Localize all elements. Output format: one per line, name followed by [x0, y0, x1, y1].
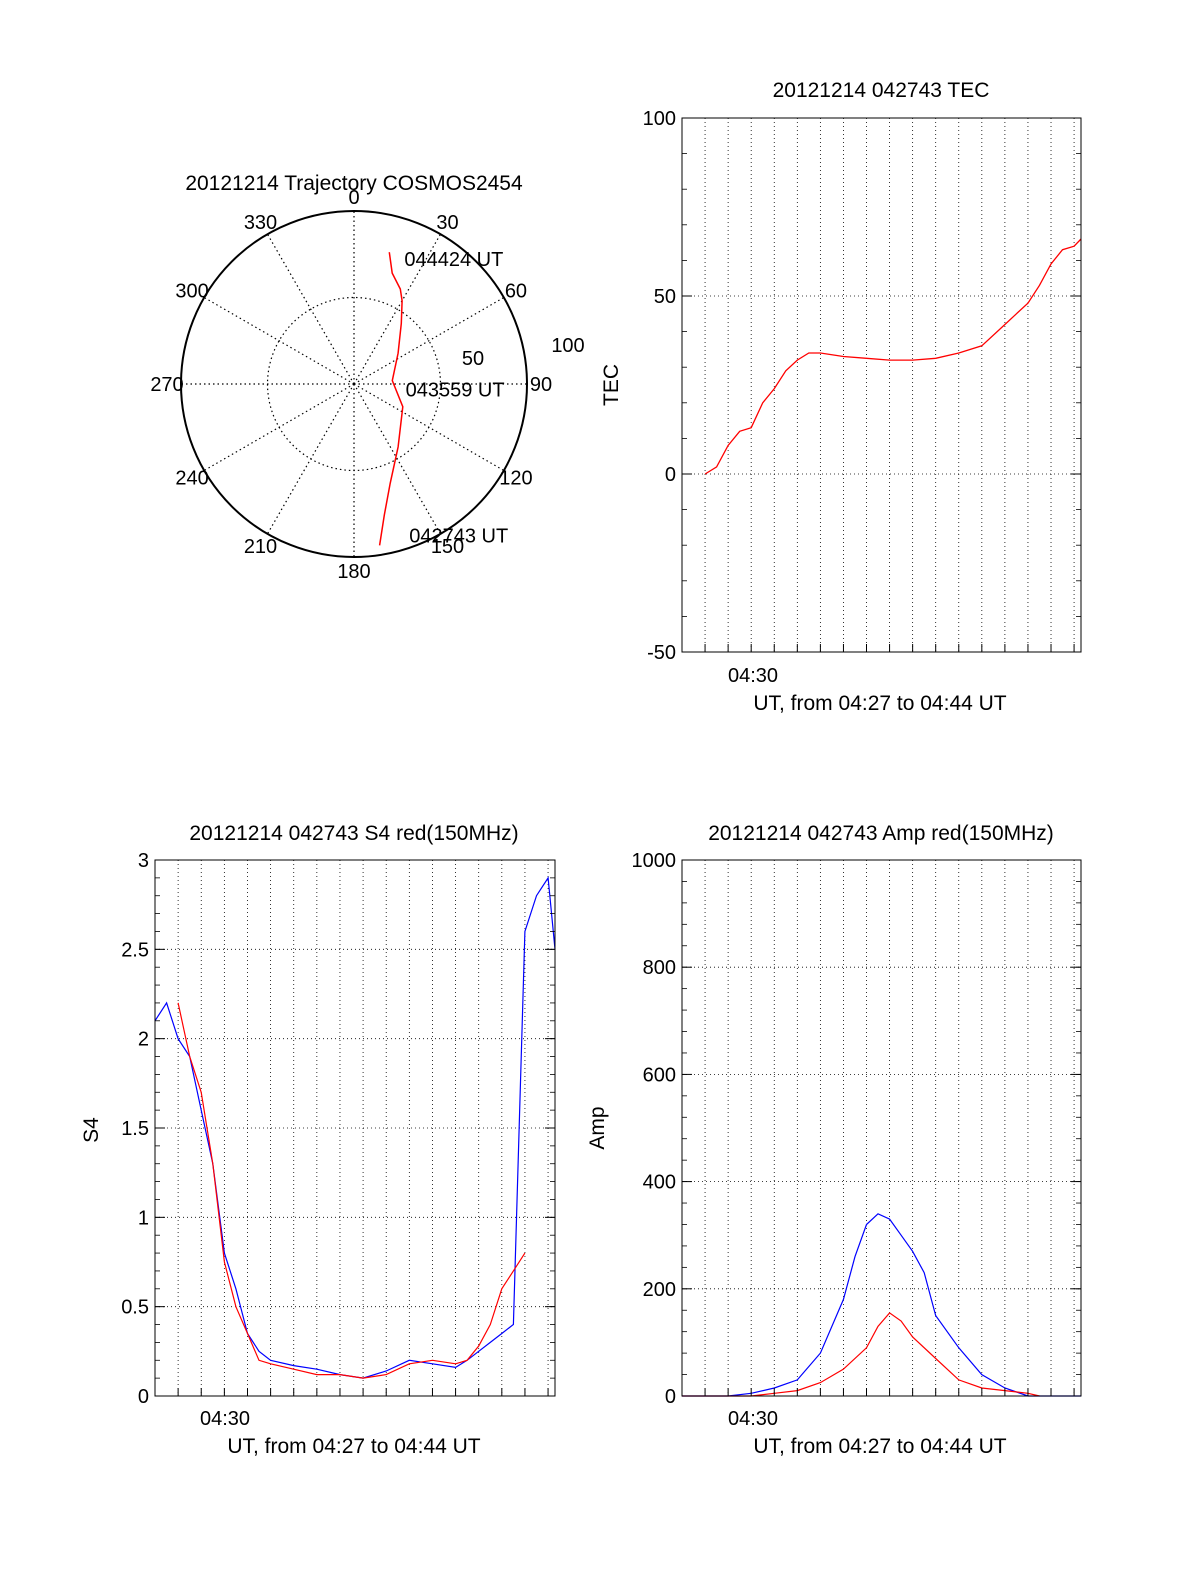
s4-y-tick-label: 0	[138, 1386, 149, 1408]
s4-y-axis-label: S4	[80, 1117, 103, 1143]
amp-title: 20121214 042743 Amp red(150MHz)	[708, 822, 1054, 845]
tec-plot-frame	[681, 117, 1082, 653]
polar-spoke-210	[266, 383, 355, 535]
trajectory-time-label: 044424 UT	[404, 249, 503, 271]
polar-spoke-330	[266, 233, 355, 385]
amp-series-red-line	[682, 1312, 1040, 1397]
polar-angle-label-120: 120	[499, 468, 532, 490]
polar-outer-circle	[180, 210, 528, 558]
amp-y-tick-label: 800	[643, 957, 676, 979]
trajectory-panel: 20121214 Trajectory COSMOS2454 0 30 60 90 12…	[150, 172, 584, 583]
s4-y-tick-label: 0.5	[121, 1297, 149, 1319]
polar-angle-label-30: 30	[436, 212, 458, 234]
polar-angle-label-300: 300	[175, 281, 208, 303]
polar-angle-label-90: 90	[530, 374, 552, 396]
polar-angle-label-0: 0	[348, 187, 359, 209]
amp-series-blue-line	[682, 1213, 1081, 1397]
amp-y-axis-label: Amp	[586, 1106, 609, 1149]
trajectory-time-label: 043559 UT	[406, 379, 505, 401]
tec-title: 20121214 042743 TEC	[773, 79, 990, 102]
amp-x-axis-label: UT, from 04:27 to 04:44 UT	[753, 1435, 1006, 1458]
trajectory-title: 20121214 Trajectory COSMOS2454	[185, 172, 523, 195]
amp-y-tick-label: 1000	[632, 850, 677, 872]
trajectory-annotations: 044424 UT 043559 UT 042743 UT	[404, 249, 508, 547]
tec-y-tick-label: 0	[665, 464, 676, 486]
tec-y-tick-label: -50	[647, 642, 676, 664]
tec-grid	[682, 118, 1081, 652]
s4-y-tick-label: 2	[138, 1029, 149, 1051]
polar-angle-label-180: 180	[337, 561, 370, 583]
polar-angle-label-240: 240	[175, 468, 208, 490]
polar-radius-label-50: 50	[462, 348, 484, 370]
polar-angle-label-270: 270	[150, 374, 183, 396]
amp-x-tick-label: 04:30	[728, 1408, 778, 1430]
polar-angle-label-210: 210	[244, 536, 277, 558]
s4-y-tick-label: 1	[138, 1207, 149, 1229]
polar-spoke-120	[353, 383, 505, 472]
amp-y-tick-label: 0	[665, 1386, 676, 1408]
amp-ticks: 0 200 400 600 800 1000	[632, 850, 1081, 1408]
polar-labels: 0 30 60 90 120 150 180 210 240 270 300 330 50 100	[150, 187, 584, 583]
tec-y-tick-label: 50	[654, 286, 676, 308]
trajectory-track	[378, 252, 404, 546]
s4-grid	[155, 860, 555, 1396]
polar-spoke-60	[353, 296, 505, 385]
tec-x-axis-label: UT, from 04:27 to 04:44 UT	[753, 692, 1006, 715]
s4-y-tick-label: 3	[138, 850, 149, 872]
tec-series-line	[704, 238, 1082, 475]
amp-grid	[682, 860, 1081, 1396]
polar-spoke-300	[203, 296, 355, 385]
polar-spoke-150	[353, 383, 442, 535]
amp-y-tick-label: 200	[643, 1279, 676, 1301]
s4-panel: 20121214 042743 S4 red(150MHz) 0 0.5 1 1.5 2…	[80, 822, 556, 1458]
polar-angle-label-330: 330	[244, 212, 277, 234]
polar-grid	[181, 211, 527, 557]
amp-y-tick-label: 600	[643, 1064, 676, 1086]
polar-spoke-240	[203, 383, 355, 472]
tec-x-tick-label: 04:30	[728, 665, 778, 687]
s4-ticks: 0 0.5 1 1.5 2 2.5 3	[121, 850, 555, 1408]
tec-panel: 20121214 042743 TEC -50 0 50 100 04:30 UT, …	[600, 79, 1082, 715]
amp-y-tick-label: 400	[643, 1172, 676, 1194]
tec-y-tick-label: 100	[643, 108, 676, 130]
tec-ticks: -50 0 50 100	[643, 108, 1081, 664]
amp-plot-frame	[681, 859, 1082, 1397]
amp-panel: 20121214 042743 Amp red(150MHz) 0 200 400 6…	[586, 822, 1082, 1458]
trajectory-time-label: 042743 UT	[409, 526, 508, 548]
polar-spoke-30	[353, 233, 442, 385]
polar-angle-label-150: 150	[431, 536, 464, 558]
tec-y-axis-label: TEC	[600, 364, 623, 406]
s4-title: 20121214 042743 S4 red(150MHz)	[189, 822, 518, 845]
s4-x-axis-label: UT, from 04:27 to 04:44 UT	[227, 1435, 480, 1458]
s4-series-red-line	[177, 1002, 526, 1379]
s4-y-tick-label: 2.5	[121, 939, 149, 961]
s4-y-tick-label: 1.5	[121, 1118, 149, 1140]
polar-radius-label-100: 100	[551, 335, 584, 357]
polar-angle-label-60: 60	[505, 281, 527, 303]
s4-x-tick-label: 04:30	[200, 1408, 250, 1430]
